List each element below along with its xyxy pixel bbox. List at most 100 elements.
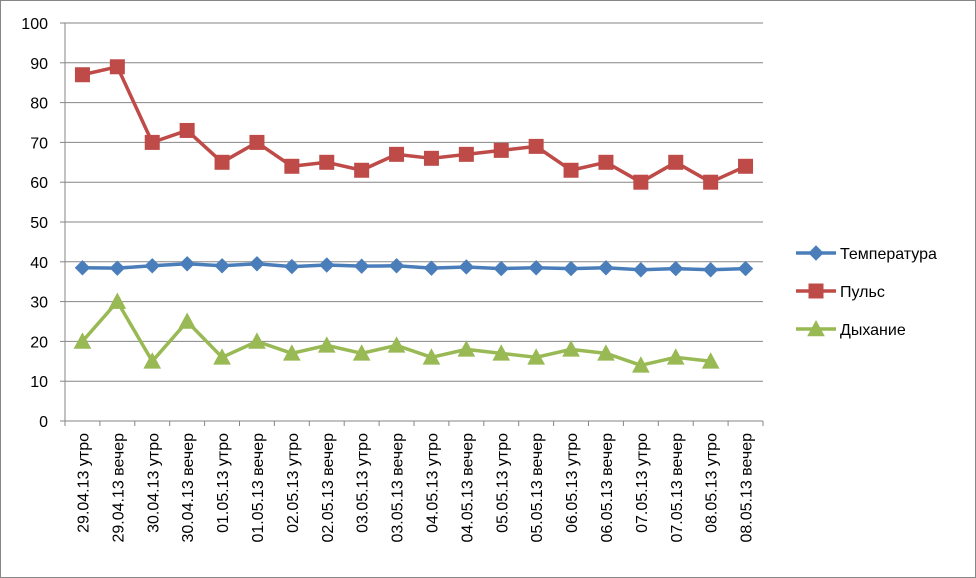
data-point-respiration (701, 352, 720, 369)
data-point-temperature (598, 260, 614, 276)
y-tick-label: 60 (30, 175, 48, 192)
data-point-pulse (528, 138, 544, 154)
data-point-pulse (319, 154, 335, 170)
legend-marker-temperature (808, 245, 824, 261)
x-tick-labels: 29.04.13 утро 29.04.13 вечер 30.04.13 утро… (75, 433, 755, 543)
y-tick-label: 0 (39, 414, 48, 431)
data-point-temperature (179, 256, 195, 272)
legend-label-pulse: Пульс (840, 284, 885, 301)
data-point-temperature (528, 260, 544, 276)
data-point-pulse (423, 150, 439, 166)
x-tick-label: 08.05.13 вечер (739, 433, 756, 543)
data-point-pulse (563, 162, 579, 178)
x-tick-label: 07.05.13 утро (634, 433, 651, 533)
data-point-pulse (493, 142, 509, 158)
legend-item-respiration: Дыхание (796, 319, 906, 339)
data-point-pulse (458, 146, 474, 162)
x-tick-label: 07.05.13 вечер (669, 433, 686, 543)
data-point-respiration (143, 352, 162, 369)
y-tick-label: 30 (30, 295, 48, 312)
y-tick-label: 100 (21, 16, 48, 33)
data-point-pulse (703, 174, 719, 190)
data-point-pulse (109, 59, 125, 75)
y-tick-labels: 0 10 20 30 40 50 60 70 80 90 100 (21, 16, 48, 431)
x-tick-label: 03.05.13 вечер (390, 433, 407, 543)
y-tick-label: 10 (30, 374, 48, 391)
data-point-respiration (248, 332, 266, 349)
data-point-pulse (598, 154, 614, 170)
legend-marker-pulse (808, 283, 824, 299)
data-point-temperature (633, 262, 649, 278)
y-tick-label: 90 (30, 56, 48, 73)
data-point-pulse (144, 134, 160, 150)
data-point-respiration (457, 340, 476, 357)
x-tick-label: 30.04.13 утро (145, 433, 162, 533)
series (73, 59, 754, 373)
x-tick-label: 30.04.13 вечер (180, 433, 197, 543)
data-point-temperature (319, 257, 335, 273)
data-point-respiration (178, 312, 196, 329)
x-tick-label: 05.05.13 утро (494, 433, 511, 533)
legend-label-respiration: Дыхание (840, 322, 906, 339)
data-point-respiration (422, 348, 441, 365)
data-point-respiration (108, 292, 127, 309)
series-pulse (74, 59, 754, 190)
data-point-temperature (702, 262, 719, 278)
legend-item-temperature: Температура (796, 245, 937, 263)
y-tick-label: 50 (30, 215, 48, 232)
x-tick-label: 02.05.13 утро (285, 433, 302, 533)
x-tick-label: 03.05.13 утро (355, 433, 372, 533)
data-point-pulse (179, 122, 195, 138)
data-point-respiration (283, 344, 301, 361)
data-point-respiration (387, 336, 406, 353)
x-tick-label: 29.04.13 вечер (110, 433, 127, 543)
data-point-temperature (493, 260, 509, 277)
y-tick-label: 70 (30, 135, 48, 152)
x-tick-label: 06.05.13 утро (564, 433, 581, 533)
series-temperature (74, 256, 754, 278)
data-point-pulse (668, 154, 684, 170)
data-point-temperature (668, 260, 684, 277)
data-point-respiration (666, 348, 685, 365)
data-point-pulse (249, 134, 265, 150)
series-respiration (73, 292, 720, 373)
data-point-temperature (737, 260, 754, 277)
data-point-temperature (109, 260, 126, 276)
data-point-respiration (213, 348, 231, 365)
axes (60, 22, 764, 426)
data-point-temperature (214, 258, 230, 274)
data-point-respiration (562, 340, 580, 357)
data-point-pulse (633, 174, 649, 190)
legend: Температура Пульс Дыхание (796, 245, 937, 339)
x-tick-label: 01.05.13 утро (215, 433, 232, 533)
gridlines (65, 22, 763, 382)
data-point-temperature (144, 258, 160, 274)
x-tick-label: 01.05.13 вечер (250, 433, 267, 543)
data-point-respiration (352, 344, 371, 361)
data-point-temperature (458, 259, 475, 275)
data-point-respiration (73, 332, 92, 349)
data-point-temperature (74, 260, 91, 276)
data-point-pulse (74, 67, 90, 83)
x-tick-label: 06.05.13 вечер (599, 433, 616, 543)
data-point-respiration (597, 344, 615, 361)
legend-marker-respiration (807, 319, 825, 337)
data-point-pulse (389, 146, 405, 162)
data-point-respiration (527, 348, 545, 365)
x-tick-label: 04.05.13 вечер (459, 433, 476, 543)
legend-label-temperature: Температура (840, 246, 937, 263)
x-tick-label: 29.04.13 утро (75, 433, 92, 533)
data-point-pulse (738, 158, 754, 174)
series-line-respiration (81, 299, 711, 368)
data-point-temperature (249, 256, 265, 272)
data-point-temperature (423, 260, 440, 276)
data-point-respiration (632, 356, 650, 373)
x-tick-label: 05.05.13 вечер (529, 433, 546, 543)
data-point-temperature (284, 258, 300, 275)
legend-item-pulse: Пульс (796, 283, 885, 301)
data-point-temperature (388, 258, 405, 274)
y-tick-label: 20 (30, 334, 48, 351)
data-point-respiration (317, 336, 336, 353)
